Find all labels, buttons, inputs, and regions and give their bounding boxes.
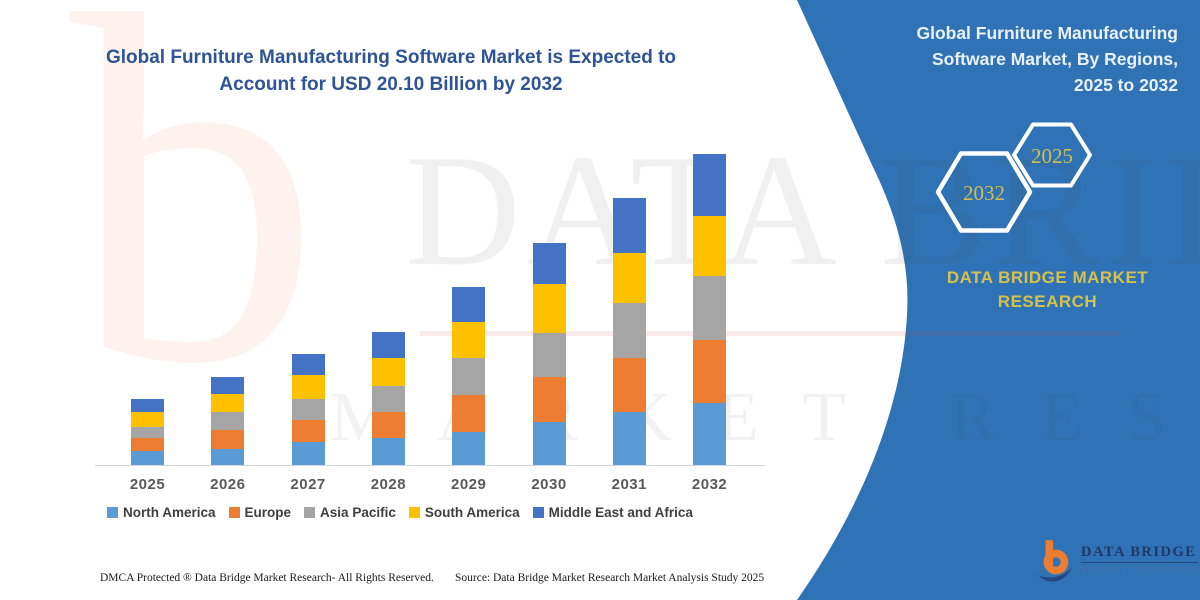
legend-item-europe: Europe: [228, 505, 292, 520]
legend-item-north-america: North America: [107, 505, 216, 520]
legend-swatch-icon: [304, 507, 316, 518]
bar-segment-2030-north-america: [532, 421, 566, 465]
bar-segment-2032-middle-east-and-africa: [693, 154, 727, 217]
chart-title: Global Furniture Manufacturing Software …: [96, 44, 686, 98]
bar-segment-2025-north-america: [131, 451, 164, 465]
legend-item-middle-east-and-africa: Middle East and Africa: [532, 505, 693, 520]
bar-segment-2025-europe: [131, 438, 164, 452]
bar-segment-2027-asia-pacific: [291, 399, 325, 421]
x-axis-label-2027: 2027: [290, 476, 326, 493]
bar-segment-2028-north-america: [371, 438, 405, 465]
bar-segment-2030-south-america: [532, 283, 566, 333]
legend-label: South America: [424, 505, 520, 520]
bar-segment-2030-europe: [532, 377, 566, 422]
bar-segment-2031-asia-pacific: [612, 303, 646, 359]
legend-label: Asia Pacific: [320, 505, 396, 520]
legend-label: North America: [123, 505, 216, 520]
side-panel-shape: [797, 0, 1200, 600]
bar-segment-2028-asia-pacific: [371, 386, 405, 413]
stacked-bar-chart: North America Europe Asia Pacific South Ame…: [95, 140, 765, 520]
bar-segment-2026-north-america: [211, 449, 245, 465]
legend-label: Europe: [244, 505, 292, 520]
logo-text-block: DATA BRIDGE MARKET RESEARCH: [1081, 538, 1199, 573]
bar-2027: [291, 354, 325, 465]
bar-2026: [211, 376, 245, 465]
bar-segment-2030-asia-pacific: [532, 332, 566, 378]
brand-wordmark: DATA BRIDGE MARKET RESEARCH: [930, 266, 1165, 314]
bar-2030: [532, 243, 566, 465]
bar-segment-2025-south-america: [131, 411, 164, 427]
bar-segment-2026-south-america: [211, 394, 245, 412]
bar-2028: [371, 332, 405, 465]
bar-segment-2027-europe: [291, 420, 325, 442]
bar-segment-2026-middle-east-and-africa: [211, 376, 245, 395]
bar-segment-2028-middle-east-and-africa: [371, 332, 405, 359]
logo-name: DATA BRIDGE: [1081, 544, 1199, 563]
bar-segment-2027-south-america: [291, 375, 325, 400]
bar-segment-2025-asia-pacific: [131, 426, 164, 439]
bar-2032: [693, 154, 727, 465]
legend-item-south-america: South America: [408, 505, 520, 520]
bar-segment-2029-europe: [452, 395, 486, 432]
chart-title-line2: Account for USD 20.10 Billion by 2032: [219, 74, 563, 95]
brand-wordmark-line2: RESEARCH: [997, 292, 1098, 311]
bar-segment-2027-middle-east-and-africa: [291, 354, 325, 376]
legend-swatch-icon: [107, 507, 118, 518]
bar-2029: [452, 286, 486, 465]
bar-segment-2025-middle-east-and-africa: [131, 398, 164, 412]
legend-item-asia-pacific: Asia Pacific: [304, 505, 396, 520]
bar-segment-2031-europe: [612, 358, 646, 412]
footer-copyright: DMCA Protected ® Data Bridge Market Rese…: [100, 572, 434, 584]
x-axis-label-2025: 2025: [129, 476, 166, 493]
bar-segment-2032-europe: [693, 339, 727, 404]
logo-b-icon: [1037, 540, 1073, 582]
legend-swatch-icon: [228, 507, 240, 518]
side-panel-title-line3: 2025 to 2032: [1073, 75, 1178, 95]
side-panel-title: Global Furniture Manufacturing Software …: [808, 20, 1178, 98]
bar-segment-2031-middle-east-and-africa: [612, 198, 646, 254]
bar-segment-2029-south-america: [452, 321, 486, 359]
bar-segment-2032-south-america: [693, 216, 727, 276]
x-axis-label-2032: 2032: [691, 476, 728, 493]
bar-2031: [612, 198, 646, 465]
x-axis-label-2029: 2029: [451, 476, 487, 493]
bar-segment-2026-europe: [211, 430, 245, 450]
bar-segment-2026-asia-pacific: [211, 411, 245, 431]
bar-segment-2027-north-america: [291, 441, 325, 465]
bar-segment-2031-south-america: [612, 253, 646, 304]
bar-segment-2028-south-america: [371, 358, 405, 387]
chart-title-line1: Global Furniture Manufacturing Software …: [105, 47, 677, 68]
bar-segment-2032-asia-pacific: [693, 275, 727, 340]
side-panel-title-line1: Global Furniture Manufacturing: [916, 23, 1178, 43]
bar-segment-2031-north-america: [612, 411, 646, 465]
bar-segment-2030-middle-east-and-africa: [532, 243, 566, 284]
x-axis-label-2031: 2031: [611, 476, 647, 493]
x-axis-label-2030: 2030: [531, 476, 567, 493]
footer-source: Source: Data Bridge Market Research Mark…: [455, 572, 765, 584]
side-panel-title-line2: Software Market, By Regions,: [931, 49, 1178, 69]
legend-swatch-icon: [532, 507, 544, 518]
company-logo: DATA BRIDGE MARKET RESEARCH: [1036, 538, 1199, 586]
x-axis-label-2026: 2026: [210, 476, 246, 493]
bar-segment-2029-north-america: [452, 431, 486, 465]
bar-segment-2028-europe: [371, 412, 405, 439]
chart-legend: North America Europe Asia Pacific South Ame…: [107, 505, 693, 520]
bar-segment-2032-north-america: [693, 403, 727, 465]
bar-segment-2029-asia-pacific: [452, 358, 486, 396]
bar-segment-2029-middle-east-and-africa: [452, 286, 486, 322]
x-axis-label-2028: 2028: [370, 476, 407, 493]
legend-swatch-icon: [408, 507, 420, 518]
brand-wordmark-line1: DATA BRIDGE MARKET: [946, 268, 1149, 287]
bar-2025: [131, 398, 164, 465]
legend-label: Middle East and Africa: [548, 505, 693, 520]
logo-tagline: MARKET RESEARCH: [1081, 566, 1199, 573]
